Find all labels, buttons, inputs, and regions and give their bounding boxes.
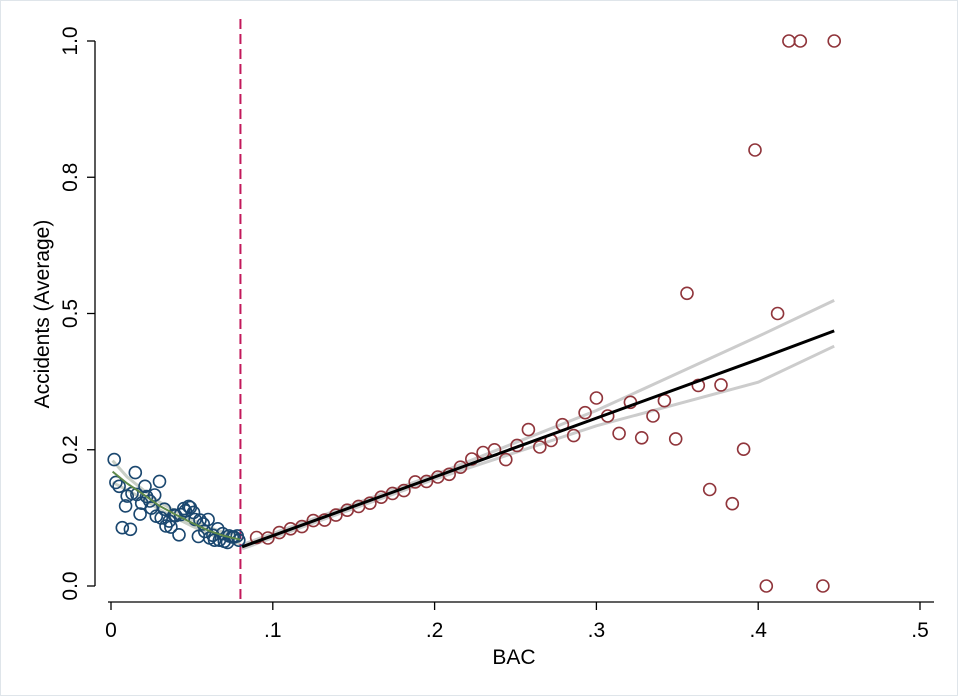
series-1-point-1: [261, 531, 275, 545]
series-0-point-33: [188, 512, 202, 527]
series-0-point-16: [147, 488, 162, 502]
x-tick-label-0: 0: [105, 619, 117, 642]
series-1-point-38: [680, 286, 694, 301]
series-1-point-45: [759, 579, 774, 593]
series-1-point-50: [827, 34, 842, 48]
series-0-point-2: [112, 479, 126, 494]
series-1-point-35: [646, 409, 660, 423]
fit-1-line: [241, 329, 835, 549]
series-0-point-8: [128, 465, 143, 480]
y-tick-label-4: 1.0: [59, 26, 82, 55]
series-1-point-28: [566, 428, 581, 443]
x-tick-label-3: .3: [588, 619, 606, 642]
series-1-point-39: [691, 378, 706, 393]
confidence-bands: [111, 299, 835, 551]
y-axis-title: Accidents (Average): [31, 220, 54, 409]
x-tick-label-2: .2: [426, 619, 444, 642]
series-0-point-4: [118, 499, 133, 513]
series-1-point-25: [532, 440, 547, 454]
x-tick-label-1: .1: [264, 619, 282, 642]
series-1-point-40: [702, 482, 717, 497]
fit-0-line: [111, 470, 241, 541]
series-0-point-51: [232, 533, 246, 548]
axes: [94, 41, 934, 603]
series-1-point-41: [714, 378, 728, 392]
series-1-point-44: [748, 143, 762, 157]
x-tick-label-4: .4: [749, 619, 767, 642]
data-points: [107, 34, 842, 593]
series-0-point-1: [109, 475, 123, 490]
x-tick-label-5: .5: [911, 619, 929, 642]
y-tick-label-2: 0.5: [59, 299, 82, 328]
series-0-point-36: [196, 517, 210, 531]
fit-lines: [111, 329, 835, 549]
series-1-point-46: [770, 306, 785, 321]
series-1-point-29: [578, 405, 592, 420]
series-1-point-42: [725, 496, 740, 511]
series-0-point-20: [157, 502, 172, 517]
series-1-point-22: [498, 452, 513, 467]
series-0-point-26: [172, 527, 186, 542]
series-1-point-24: [521, 422, 536, 437]
fit-1-ci-upper: [241, 299, 835, 547]
series-0-point-23: [164, 520, 178, 534]
fit-1-ci-lower: [241, 344, 835, 551]
x-axis-title: BAC: [492, 646, 535, 669]
y-tick-label-0: 0.0: [59, 571, 82, 600]
y-tick-label-3: 0.8: [59, 163, 82, 192]
series-0-point-12: [138, 479, 152, 494]
series-0-point-10: [133, 507, 147, 521]
series-1-point-47: [782, 34, 796, 48]
series-1-point-37: [668, 432, 683, 446]
y-tick-label-1: 0.2: [59, 435, 82, 464]
series-1-point-34: [634, 430, 649, 445]
series-0-point-3: [115, 520, 130, 535]
series-1-point-49: [816, 579, 830, 593]
series-1-point-18: [453, 460, 468, 475]
series-1-point-30: [589, 391, 604, 405]
series-1-point-43: [736, 442, 751, 457]
series-0-point-18: [152, 474, 167, 489]
series-0-point-6: [123, 522, 138, 537]
ticks: 0 .1 .2 .3 .4 .5 0.0 0.2 0.5 0.8 1.0: [59, 26, 929, 642]
series-1-point-48: [793, 34, 808, 48]
series-0-point-0: [107, 452, 121, 467]
series-0-point-38: [201, 512, 215, 527]
series-1-point-32: [612, 426, 626, 441]
